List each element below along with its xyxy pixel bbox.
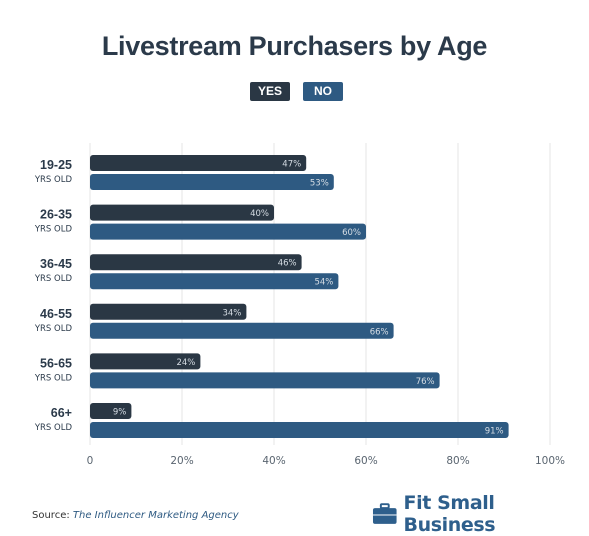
legend-yes: YES bbox=[250, 82, 290, 101]
category-sublabel: YRS OLD bbox=[34, 373, 73, 383]
category-label: 46-55 bbox=[40, 307, 72, 321]
bar bbox=[90, 174, 334, 190]
category-label: 56-65 bbox=[40, 356, 72, 370]
data-label: 66% bbox=[370, 327, 389, 337]
x-tick-label: 40% bbox=[262, 455, 285, 467]
data-label: 53% bbox=[310, 179, 329, 189]
bar bbox=[90, 372, 440, 389]
category-label: 66+ bbox=[51, 406, 72, 420]
bar bbox=[90, 422, 509, 438]
bar bbox=[90, 254, 302, 271]
legend-no: NO bbox=[303, 82, 343, 101]
bar bbox=[90, 155, 307, 171]
data-label: 54% bbox=[314, 278, 333, 288]
bar bbox=[90, 403, 132, 419]
bar bbox=[90, 353, 201, 370]
x-tick-label: 100% bbox=[535, 455, 565, 467]
category-label: 19-25 bbox=[40, 158, 72, 172]
data-label: 46% bbox=[278, 259, 297, 269]
data-label: 24% bbox=[176, 358, 195, 368]
x-tick-label: 80% bbox=[446, 455, 469, 467]
source-note: Source: The Influencer Marketing Agency bbox=[32, 510, 239, 521]
data-label: 40% bbox=[250, 209, 269, 219]
x-tick-label: 20% bbox=[170, 455, 193, 467]
x-tick-label: 0 bbox=[87, 455, 94, 467]
bar bbox=[90, 223, 366, 240]
category-label: 26-35 bbox=[40, 208, 72, 222]
briefcase-icon bbox=[372, 503, 397, 524]
category-sublabel: YRS OLD bbox=[34, 175, 73, 185]
brand-logo: Fit Small Business bbox=[372, 492, 589, 536]
legend: YES NO bbox=[0, 82, 589, 101]
source-name: The Influencer Marketing Agency bbox=[72, 510, 239, 521]
data-label: 76% bbox=[416, 377, 435, 387]
data-label: 47% bbox=[282, 160, 301, 170]
brand-name: Fit Small Business bbox=[403, 492, 496, 536]
data-label: 34% bbox=[222, 308, 241, 318]
bar bbox=[90, 273, 339, 290]
category-sublabel: YRS OLD bbox=[34, 225, 73, 235]
data-label: 60% bbox=[342, 228, 361, 238]
data-label: 9% bbox=[113, 408, 127, 418]
bar bbox=[90, 303, 247, 320]
data-label: 91% bbox=[485, 427, 504, 437]
bar bbox=[90, 204, 274, 221]
chart-title: Livestream Purchasers by Age bbox=[101, 31, 488, 61]
category-sublabel: YRS OLD bbox=[34, 274, 73, 284]
source-prefix: Source: bbox=[32, 510, 70, 521]
category-sublabel: YRS OLD bbox=[34, 324, 73, 334]
category-sublabel: YRS OLD bbox=[34, 423, 73, 433]
x-tick-label: 60% bbox=[354, 455, 377, 467]
bar bbox=[90, 322, 394, 339]
category-label: 36-45 bbox=[40, 257, 72, 271]
